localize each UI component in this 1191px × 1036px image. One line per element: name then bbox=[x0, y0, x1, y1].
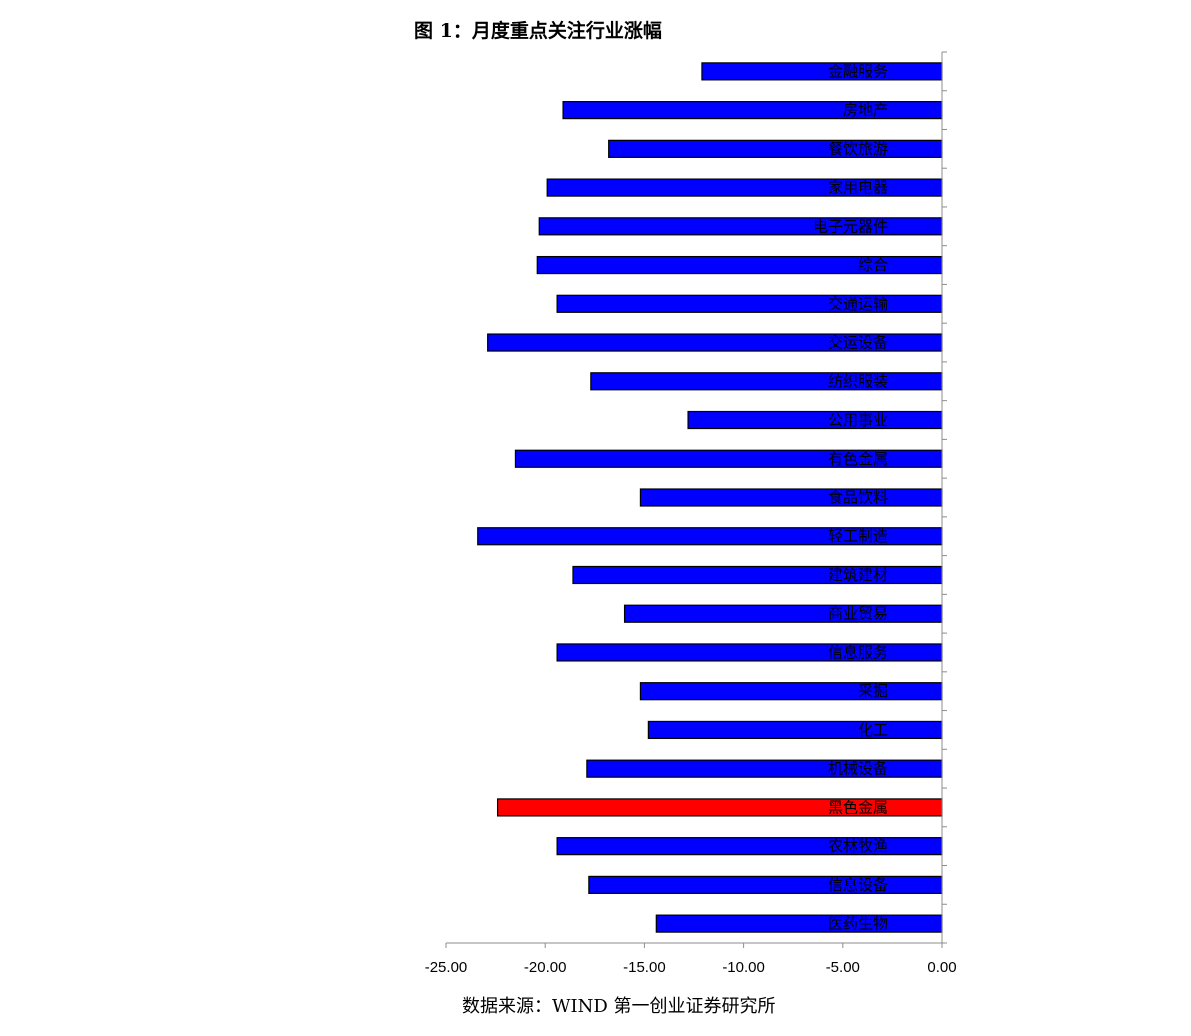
category-label: 房地产 bbox=[843, 101, 888, 119]
axis-layer: -25.00 -20.00 -15.00 -10.00 -5.00 0.00 bbox=[425, 51, 957, 976]
category-label: 机械设备 bbox=[828, 760, 888, 778]
chart-title: 图 1：月度重点关注行业涨幅 bbox=[414, 20, 662, 42]
bar-15 bbox=[623, 604, 943, 623]
category-label: 金融服务 bbox=[828, 62, 888, 80]
x-tick-label: -25.00 bbox=[425, 959, 468, 976]
category-label: 家用电器 bbox=[828, 179, 888, 197]
category-label: 医药生物 bbox=[828, 915, 888, 933]
category-label: 黑色金属 bbox=[828, 798, 888, 816]
bar-9 bbox=[590, 372, 943, 391]
bar-23 bbox=[655, 914, 943, 933]
category-label: 化工 bbox=[858, 721, 888, 739]
bar-10 bbox=[687, 410, 943, 430]
category-label: 信息设备 bbox=[828, 876, 888, 894]
category-label: 有色金属 bbox=[828, 450, 888, 468]
x-tick-label: 0.00 bbox=[927, 959, 956, 976]
bar-1 bbox=[701, 62, 943, 81]
labels-layer: 金融服务房地产餐饮旅游家用电器电子元器件综合交通运输交运设备纺织服装公用事业有色… bbox=[813, 62, 888, 932]
data-source-note: 数据来源：WIND 第一创业证券研究所 bbox=[462, 996, 776, 1017]
x-tick-label: -15.00 bbox=[623, 959, 666, 976]
bar-17 bbox=[639, 682, 943, 701]
category-label: 交运设备 bbox=[828, 334, 888, 352]
category-label: 信息服务 bbox=[828, 643, 888, 661]
category-label: 食品饮料 bbox=[828, 489, 888, 507]
category-label: 公用事业 bbox=[828, 411, 888, 429]
x-tick-label: -10.00 bbox=[722, 959, 765, 976]
category-label: 纺织服装 bbox=[828, 372, 888, 390]
category-label: 采掘 bbox=[858, 682, 888, 700]
bar-3 bbox=[608, 139, 943, 158]
category-label: 商业贸易 bbox=[828, 605, 888, 623]
category-label: 综合 bbox=[858, 256, 888, 274]
category-label: 建筑建材 bbox=[828, 566, 888, 584]
x-tick-label: -20.00 bbox=[524, 959, 567, 976]
bar-19 bbox=[586, 759, 943, 778]
bar-22 bbox=[588, 875, 943, 894]
category-label: 轻工制造 bbox=[828, 527, 888, 545]
bar-18 bbox=[647, 720, 943, 740]
category-label: 餐饮旅游 bbox=[828, 140, 888, 158]
x-tick-label: -5.00 bbox=[826, 959, 860, 976]
category-label: 电子元器件 bbox=[813, 217, 888, 235]
category-label: 交通运输 bbox=[828, 295, 888, 313]
category-label: 农林牧渔 bbox=[828, 837, 888, 855]
bar-12 bbox=[639, 488, 943, 507]
bars-layer bbox=[477, 62, 943, 933]
